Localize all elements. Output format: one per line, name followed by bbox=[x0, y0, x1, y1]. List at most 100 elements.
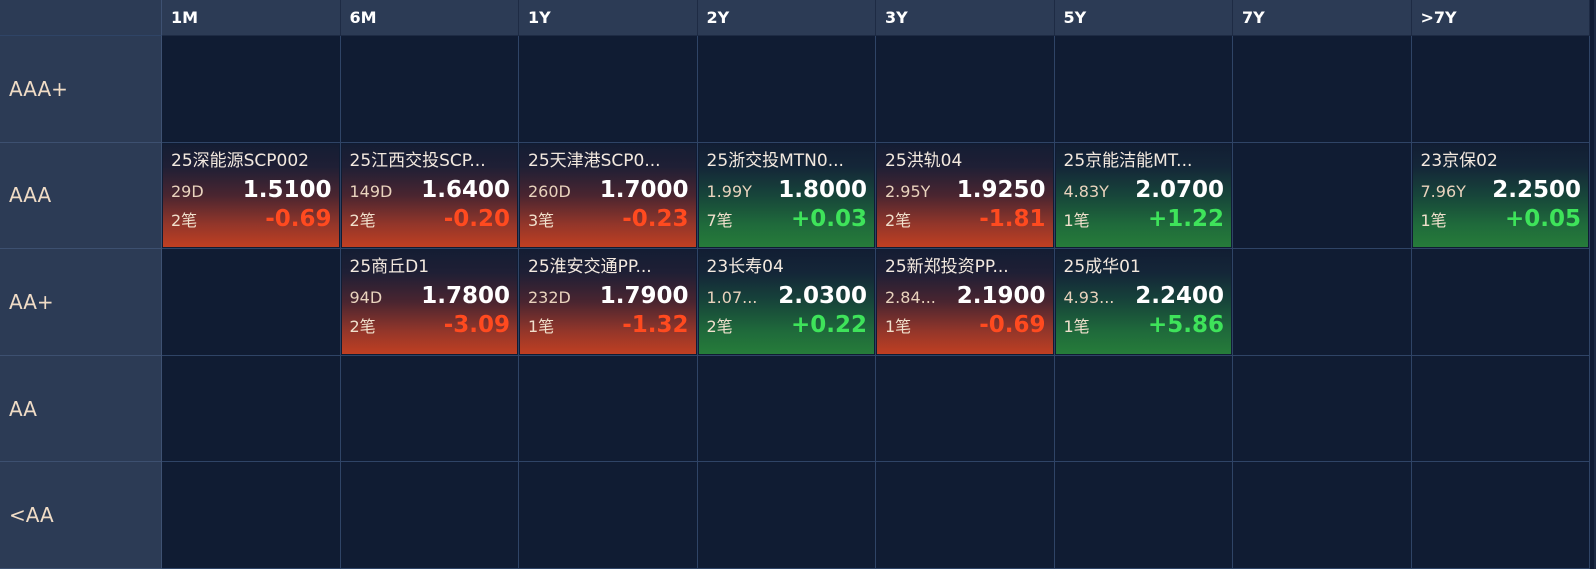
bond-name[interactable]: 25新郑投资PP... bbox=[885, 257, 1009, 278]
yield-change: -0.69 bbox=[265, 205, 332, 232]
bond-term-yield-row: 94D 1.7800 bbox=[350, 283, 511, 309]
bond-name[interactable]: 23京保02 bbox=[1420, 150, 1498, 171]
bond-card[interactable]: 25浙交投MTN0... 1.99Y 1.8000 7笔 +0.03 bbox=[698, 143, 874, 248]
empty-cell bbox=[519, 355, 698, 463]
empty-cell bbox=[340, 355, 519, 463]
empty-cell bbox=[697, 462, 876, 569]
bond-card[interactable]: 25京能洁能MT... 4.83Y 2.0700 1笔 +1.22 bbox=[1055, 143, 1231, 248]
bond-card[interactable]: 23京保02 7.96Y 2.2500 1笔 +0.05 bbox=[1412, 143, 1588, 248]
bond-term-yield-row: 1.07... 2.0300 bbox=[707, 283, 868, 309]
bond-term: 1.07... bbox=[706, 288, 758, 308]
bond-cell[interactable]: 25深能源SCP002 29D 1.5100 2笔 -0.69 bbox=[162, 142, 341, 250]
column-header-0[interactable]: 1M bbox=[162, 0, 341, 36]
bond-count-change-row: 7笔 +0.03 bbox=[707, 206, 868, 232]
bond-cell[interactable]: 23京保02 7.96Y 2.2500 1笔 +0.05 bbox=[1411, 142, 1590, 250]
bond-yield: 1.7800 bbox=[421, 283, 510, 310]
bond-cell[interactable]: 25浙交投MTN0... 1.99Y 1.8000 7笔 +0.03 bbox=[697, 142, 876, 250]
column-header-5[interactable]: 5Y bbox=[1054, 0, 1233, 36]
empty-cell bbox=[1411, 249, 1590, 356]
empty-cell bbox=[1233, 355, 1412, 463]
empty-cell bbox=[1054, 462, 1233, 569]
row-header-rating[interactable]: AAA bbox=[0, 142, 162, 250]
empty-cell bbox=[876, 462, 1055, 569]
bond-yield: 1.6400 bbox=[421, 176, 510, 203]
bond-count-change-row: 1笔 +0.05 bbox=[1421, 206, 1582, 232]
bond-card[interactable]: 23长寿04 1.07... 2.0300 2笔 +0.22 bbox=[698, 250, 874, 354]
bond-yield: 2.1900 bbox=[956, 283, 1046, 310]
bond-card[interactable]: 25新郑投资PP... 2.84... 2.1900 1笔 -0.69 bbox=[877, 250, 1053, 354]
bond-cell[interactable]: 25成华01 4.93... 2.2400 1笔 +5.86 bbox=[1054, 249, 1233, 356]
column-header-6[interactable]: 7Y bbox=[1233, 0, 1412, 36]
bond-card[interactable]: 25天津港SCP0... 260D 1.7000 3笔 -0.23 bbox=[520, 143, 696, 248]
row-header-rating[interactable]: <AA bbox=[0, 462, 162, 569]
bond-name[interactable]: 25江西交投SCP... bbox=[349, 150, 486, 171]
bond-term-yield-row: 4.83Y 2.0700 bbox=[1064, 177, 1225, 203]
yield-change: +0.05 bbox=[1504, 205, 1581, 232]
bond-name[interactable]: 25成华01 bbox=[1063, 257, 1141, 278]
bond-cell[interactable]: 25商丘D1 94D 1.7800 2笔 -3.09 bbox=[340, 249, 519, 356]
bond-count-change-row: 1笔 -1.32 bbox=[528, 312, 689, 338]
trade-count: 2笔 bbox=[171, 210, 198, 230]
bond-count-change-row: 3笔 -0.23 bbox=[528, 206, 689, 232]
bond-card[interactable]: 25商丘D1 94D 1.7800 2笔 -3.09 bbox=[341, 250, 517, 354]
bond-cell[interactable]: 25淮安交通PP... 232D 1.7900 1笔 -1.32 bbox=[519, 249, 698, 356]
bond-cell[interactable]: 25天津港SCP0... 260D 1.7000 3笔 -0.23 bbox=[519, 142, 698, 250]
bond-name[interactable]: 25京能洁能MT... bbox=[1063, 150, 1193, 171]
column-header-4[interactable]: 3Y bbox=[876, 0, 1055, 36]
bond-yield: 1.9250 bbox=[956, 176, 1046, 203]
bond-term-yield-row: 260D 1.7000 bbox=[528, 177, 689, 203]
bond-card[interactable]: 25淮安交通PP... 232D 1.7900 1笔 -1.32 bbox=[520, 250, 696, 354]
empty-cell bbox=[1233, 462, 1412, 569]
empty-cell bbox=[340, 462, 519, 569]
bond-card[interactable]: 25成华01 4.93... 2.2400 1笔 +5.86 bbox=[1055, 250, 1231, 354]
column-header-1[interactable]: 6M bbox=[340, 0, 519, 36]
column-header-7[interactable]: >7Y bbox=[1411, 0, 1590, 36]
empty-cell bbox=[697, 36, 876, 143]
bond-cell[interactable]: 23长寿04 1.07... 2.0300 2笔 +0.22 bbox=[697, 249, 876, 356]
bond-count-change-row: 1笔 -0.69 bbox=[885, 312, 1046, 338]
empty-cell bbox=[876, 36, 1055, 143]
empty-cell bbox=[876, 355, 1055, 463]
bond-yield: 1.7900 bbox=[599, 283, 689, 310]
bond-name[interactable]: 25天津港SCP0... bbox=[528, 150, 661, 171]
empty-cell bbox=[162, 36, 341, 143]
row-header-rating[interactable]: AA+ bbox=[0, 249, 162, 356]
bond-count-change-row: 1笔 +1.22 bbox=[1064, 206, 1225, 232]
bond-name[interactable]: 25洪轨04 bbox=[885, 150, 963, 171]
bond-name[interactable]: 23长寿04 bbox=[706, 257, 784, 278]
bond-cell[interactable]: 25江西交投SCP... 149D 1.6400 2笔 -0.20 bbox=[340, 142, 519, 250]
yield-change: +0.03 bbox=[790, 205, 867, 232]
bond-cell[interactable]: 25京能洁能MT... 4.83Y 2.0700 1笔 +1.22 bbox=[1054, 142, 1233, 250]
yield-change: -1.81 bbox=[979, 205, 1046, 232]
bond-name[interactable]: 25淮安交通PP... bbox=[528, 257, 652, 278]
bond-count-change-row: 2笔 -3.09 bbox=[350, 312, 511, 338]
bond-name[interactable]: 25浙交投MTN0... bbox=[706, 150, 844, 171]
bond-card[interactable]: 25江西交投SCP... 149D 1.6400 2笔 -0.20 bbox=[341, 143, 517, 248]
empty-cell bbox=[340, 36, 519, 143]
empty-cell bbox=[1411, 355, 1590, 463]
bond-term: 4.93... bbox=[1063, 288, 1115, 308]
bond-term: 94D bbox=[349, 288, 383, 308]
row-header-rating[interactable]: AA bbox=[0, 355, 162, 463]
empty-cell bbox=[1054, 36, 1233, 143]
empty-cell bbox=[519, 462, 698, 569]
corner-cell bbox=[0, 0, 162, 36]
bond-name[interactable]: 25商丘D1 bbox=[349, 257, 430, 278]
bond-cell[interactable]: 25洪轨04 2.95Y 1.9250 2笔 -1.81 bbox=[876, 142, 1055, 250]
bond-cell[interactable]: 25新郑投资PP... 2.84... 2.1900 1笔 -0.69 bbox=[876, 249, 1055, 356]
trade-count: 1笔 bbox=[1063, 210, 1090, 230]
bond-term: 4.83Y bbox=[1063, 181, 1109, 201]
bond-name[interactable]: 25深能源SCP002 bbox=[171, 150, 309, 171]
column-header-2[interactable]: 1Y bbox=[519, 0, 698, 36]
row-header-rating[interactable]: AAA+ bbox=[0, 36, 162, 143]
bond-count-change-row: 1笔 +5.86 bbox=[1064, 312, 1225, 338]
trade-count: 2笔 bbox=[885, 210, 912, 230]
bond-card[interactable]: 25洪轨04 2.95Y 1.9250 2笔 -1.81 bbox=[877, 143, 1053, 248]
column-header-3[interactable]: 2Y bbox=[697, 0, 876, 36]
bond-card[interactable]: 25深能源SCP002 29D 1.5100 2笔 -0.69 bbox=[163, 143, 339, 248]
trade-count: 3笔 bbox=[528, 210, 555, 230]
bond-term-yield-row: 29D 1.5100 bbox=[171, 177, 332, 203]
rating-label: AAA bbox=[9, 183, 52, 208]
yield-change: +0.22 bbox=[790, 312, 867, 339]
empty-cell bbox=[162, 355, 341, 463]
